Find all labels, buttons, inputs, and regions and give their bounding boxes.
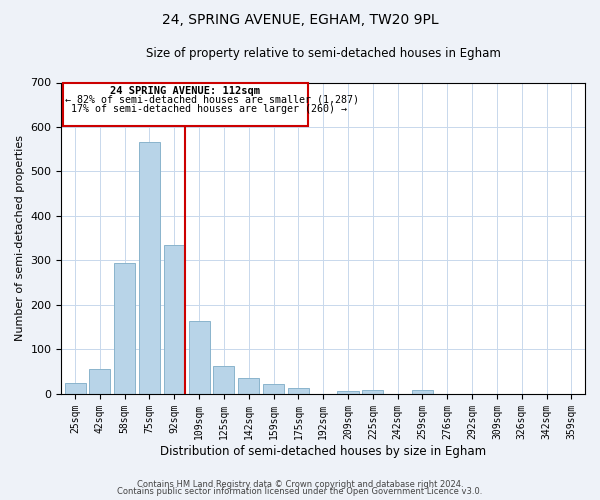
Text: 17% of semi-detached houses are larger (260) →: 17% of semi-detached houses are larger (… — [71, 104, 347, 114]
Bar — [139, 142, 160, 394]
Y-axis label: Number of semi-detached properties: Number of semi-detached properties — [15, 135, 25, 341]
Text: Contains HM Land Registry data © Crown copyright and database right 2024.: Contains HM Land Registry data © Crown c… — [137, 480, 463, 489]
Text: 24 SPRING AVENUE: 112sqm: 24 SPRING AVENUE: 112sqm — [110, 86, 260, 96]
Bar — [188, 320, 209, 394]
Bar — [412, 390, 433, 394]
Text: ← 82% of semi-detached houses are smaller (1,287): ← 82% of semi-detached houses are smalle… — [65, 95, 359, 105]
Bar — [214, 366, 235, 394]
Bar — [362, 390, 383, 394]
Title: Size of property relative to semi-detached houses in Egham: Size of property relative to semi-detach… — [146, 48, 500, 60]
Bar — [114, 262, 135, 394]
Bar — [89, 370, 110, 394]
Bar — [238, 378, 259, 394]
Bar — [288, 388, 309, 394]
Bar — [164, 245, 185, 394]
X-axis label: Distribution of semi-detached houses by size in Egham: Distribution of semi-detached houses by … — [160, 444, 486, 458]
Text: Contains public sector information licensed under the Open Government Licence v3: Contains public sector information licen… — [118, 487, 482, 496]
Bar — [263, 384, 284, 394]
Bar — [65, 383, 86, 394]
Text: 24, SPRING AVENUE, EGHAM, TW20 9PL: 24, SPRING AVENUE, EGHAM, TW20 9PL — [161, 12, 439, 26]
Bar — [337, 391, 359, 394]
FancyBboxPatch shape — [62, 82, 308, 126]
